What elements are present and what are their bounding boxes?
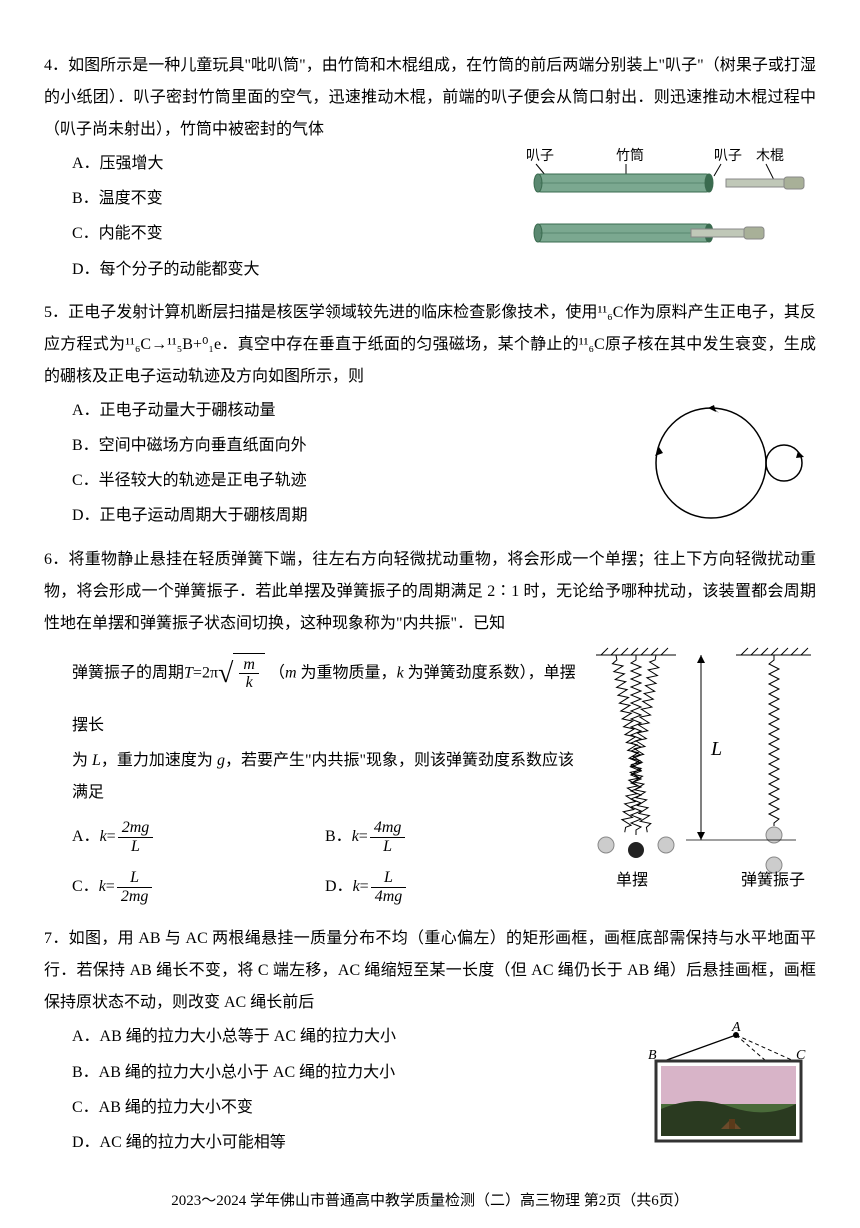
q6-optB-pre: B． <box>325 828 352 845</box>
page-footer: 2023～2024 学年佛山市普通高中教学质量检测（二）高三物理 第2页（共6页… <box>0 1186 860 1216</box>
q7-body: 7．如图，用 AB 与 AC 两根绳悬挂一质量分布不均（重心偏左）的矩形画框，画… <box>44 923 816 1019</box>
q6-text2a: 弹簧振子的周期 <box>72 664 184 681</box>
question-6: 6．将重物静止悬挂在轻质弹簧下端，往左右方向轻微扰动重物，将会形成一个单摆；往上… <box>44 544 816 906</box>
q6-text1: 将重物静止悬挂在轻质弹簧下端，往左右方向轻微扰动重物，将会形成一个单摆；往上下方… <box>44 551 816 632</box>
var-k: k <box>397 664 404 681</box>
label-L: L <box>710 738 722 760</box>
var-g: g <box>217 752 225 769</box>
q4-number: 4． <box>44 57 68 74</box>
sqrt-icon: √mk <box>218 640 265 707</box>
label-pazi-left: 叭子 <box>526 148 554 164</box>
q6-optB: B．k=4mgL <box>325 819 578 855</box>
q6-optC-pre: C． <box>72 878 99 895</box>
question-7: 7．如图，用 AB 与 AC 两根绳悬挂一质量分布不均（重心偏左）的矩形画框，画… <box>44 923 816 1160</box>
eq-2pi: =2π <box>193 664 218 681</box>
question-4: 4．如图所示是一种儿童玩具"吡叭筒"，由竹筒和木棍组成，在竹筒的前后两端分别装上… <box>44 50 816 287</box>
q7-number: 7． <box>44 930 69 947</box>
q5-body: 5．正电子发射计算机断层扫描是核医学领域较先进的临床检查影像技术，使用¹¹₆C作… <box>44 297 816 393</box>
q6-optA-pre: A． <box>72 828 100 845</box>
q4-figure: 叭子 竹筒 叭子 木棍 <box>496 146 816 266</box>
q6-optD-pre: D． <box>325 878 353 895</box>
q6-text3a: 为 <box>72 752 92 769</box>
q6-opts-row1: A．k=2mgL B．k=4mgL <box>44 819 578 855</box>
label-danbai: 单摆 <box>616 871 648 889</box>
q5-text: 正电子发射计算机断层扫描是核医学领域较先进的临床检查影像技术，使用¹¹₆C作为原… <box>44 304 816 385</box>
q5-number: 5． <box>44 304 68 321</box>
question-5: 5．正电子发射计算机断层扫描是核医学领域较先进的临床检查影像技术，使用¹¹₆C作… <box>44 297 816 534</box>
q5-figure <box>636 393 816 533</box>
q6-text3b: ，重力加速度为 <box>101 752 217 769</box>
q4-body: 4．如图所示是一种儿童玩具"吡叭筒"，由竹筒和木棍组成，在竹筒的前后两端分别装上… <box>44 50 816 146</box>
label-pazi-right: 叭子 <box>714 148 742 164</box>
q6-opts-row2: C．k=L2mg D．k=L4mg <box>44 869 578 905</box>
frac-m: m <box>239 656 259 675</box>
q6-optA: A．k=2mgL <box>72 819 325 855</box>
q6-body: 6．将重物静止悬挂在轻质弹簧下端，往左右方向轻微扰动重物，将会形成一个单摆；往上… <box>44 544 816 640</box>
frac-k: k <box>239 674 259 692</box>
q6-figure: L 单摆 弹簧振子 <box>586 640 816 900</box>
q6-optC: C．k=L2mg <box>72 869 325 905</box>
q6-number: 6． <box>44 551 69 568</box>
var-m: m <box>285 664 297 681</box>
label-mugun: 木棍 <box>756 148 784 164</box>
label-zhutong: 竹筒 <box>616 147 644 164</box>
q7-figure: A B C <box>636 1019 816 1149</box>
var-L: L <box>92 752 101 769</box>
q4-text: 如图所示是一种儿童玩具"吡叭筒"，由竹筒和木棍组成，在竹筒的前后两端分别装上"叭… <box>44 57 816 138</box>
var-T: T <box>184 664 193 681</box>
q6-text2c: 为重物质量， <box>297 664 397 681</box>
q7-text: 如图，用 AB 与 AC 两根绳悬挂一质量分布不均（重心偏左）的矩形画框，画框底… <box>44 930 816 1011</box>
q6-optD: D．k=L4mg <box>325 869 578 905</box>
q6-text2b: （ <box>269 664 285 681</box>
label-tanhuang: 弹簧振子 <box>741 870 805 889</box>
